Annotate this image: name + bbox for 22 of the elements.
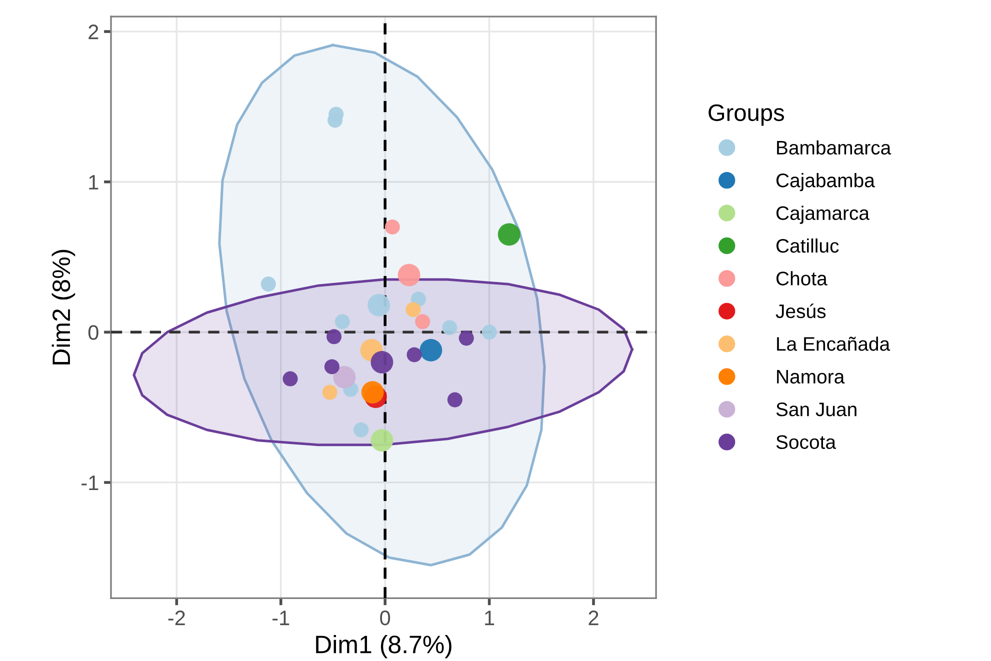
- legend-label: Chota: [776, 271, 828, 286]
- legend-label: Cajamarca: [776, 206, 870, 224]
- legend-label: Jesús: [776, 304, 826, 318]
- y-axis-title: Dim2 (8%): [52, 250, 76, 364]
- y-tick-label: 1: [89, 175, 98, 190]
- x-tick-label: 0: [380, 610, 390, 626]
- x-tick-label: 2: [588, 610, 598, 626]
- x-tick-label: 1: [485, 610, 494, 626]
- legend-label: Namora: [777, 370, 845, 384]
- y-tick-label: -1: [82, 476, 98, 490]
- x-tick-label: -2: [168, 610, 185, 626]
- legend-label: Cajabamba: [776, 173, 875, 192]
- legend-label: Socota: [776, 435, 836, 449]
- y-tick-label: 0: [88, 325, 98, 340]
- legend-label: Catilluc: [776, 238, 839, 253]
- legend-title: Groups: [708, 104, 784, 126]
- y-tick-label: 2: [88, 24, 98, 40]
- legend-label: Bambamarca: [777, 140, 892, 155]
- x-axis-title: Dim1 (8.7%): [316, 634, 452, 658]
- x-tick-label: -1: [272, 610, 290, 626]
- legend-label: San Juan: [776, 402, 856, 416]
- legend-label: La Encañada: [777, 336, 890, 351]
